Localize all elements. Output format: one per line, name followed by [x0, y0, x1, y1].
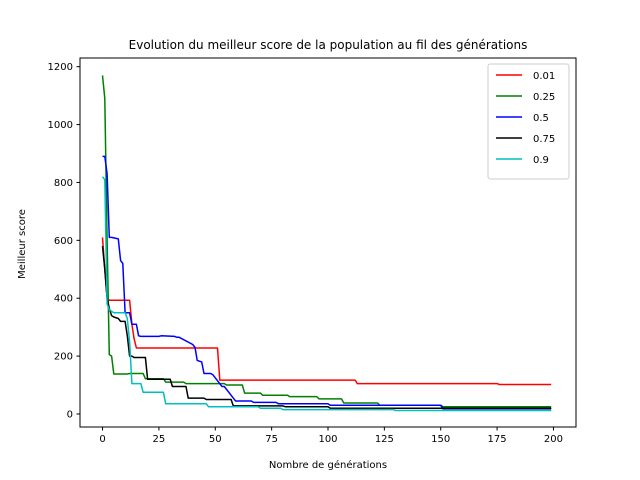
y-tick-label: 600	[54, 236, 73, 247]
legend-entry-label: 0.9	[533, 155, 549, 166]
x-tick-label: 100	[318, 434, 337, 445]
x-tick-label: 200	[544, 434, 563, 445]
x-tick-label: 25	[153, 434, 166, 445]
x-tick-label: 75	[265, 434, 278, 445]
y-axis-label: Meilleur score	[17, 209, 28, 279]
x-axis-label: Nombre de générations	[269, 459, 387, 471]
legend-entry-label: 0.01	[533, 71, 555, 82]
plot-frame	[79, 57, 577, 428]
x-axis: 0 25 50 75 100 125 150 175 200	[99, 427, 563, 445]
x-tick-label: 175	[488, 434, 507, 445]
x-tick-label: 150	[431, 434, 450, 445]
legend-box	[487, 63, 570, 180]
series-line-0-75	[101, 246, 552, 409]
x-tick-label: 0	[99, 434, 105, 445]
legend-entry-label: 0.25	[533, 92, 555, 103]
y-tick-label: 1000	[48, 120, 73, 131]
chart-title: Evolution du meilleur score de la popula…	[129, 38, 528, 52]
legend-entry-label: 0.5	[533, 113, 549, 124]
series-line-0-9	[101, 176, 552, 412]
series-line-0-25	[101, 75, 552, 408]
legend: 0.01 0.25 0.5 0.75 0.9	[487, 63, 570, 180]
y-tick-label: 0	[67, 409, 73, 420]
y-tick-label: 400	[54, 294, 73, 305]
x-tick-label: 125	[375, 434, 394, 445]
series-line-0-5	[102, 155, 552, 410]
series-layer	[101, 75, 552, 412]
y-tick-label: 800	[54, 178, 73, 189]
y-tick-label: 1200	[48, 62, 73, 73]
y-axis: 0 200 400 600 800 1000 1200	[48, 62, 80, 420]
x-tick-label: 50	[209, 434, 222, 445]
y-tick-label: 200	[54, 352, 73, 363]
legend-entry-label: 0.75	[533, 134, 555, 145]
